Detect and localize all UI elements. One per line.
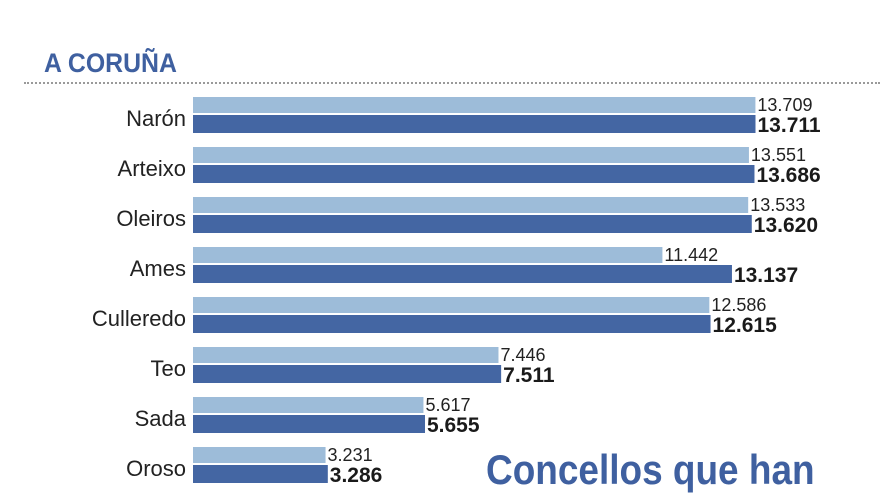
bar-current (193, 365, 502, 383)
value-label-previous: 13.709 (757, 95, 812, 115)
value-label-current: 5.655 (427, 414, 480, 437)
value-label-previous: 12.586 (711, 295, 766, 315)
headline: Concellos que han (486, 446, 815, 493)
category-label: Narón (126, 106, 186, 131)
bar-previous (193, 447, 326, 463)
value-label-current: 13.686 (756, 164, 820, 187)
bar-previous (193, 347, 499, 363)
category-label: Sada (135, 406, 187, 431)
value-label-previous: 3.231 (328, 445, 373, 465)
bar-current (193, 465, 328, 483)
category-label: Arteixo (118, 156, 186, 181)
value-label-previous: 11.442 (664, 245, 718, 265)
bar-current (193, 315, 711, 333)
value-label-current: 7.511 (503, 364, 555, 387)
value-label-current: 13.620 (754, 214, 818, 237)
category-label: Ames (130, 256, 186, 281)
bar-previous (193, 97, 756, 113)
bar-previous (193, 397, 424, 413)
value-label-previous: 13.551 (751, 145, 806, 165)
value-label-current: 13.711 (758, 114, 821, 137)
bar-previous (193, 147, 749, 163)
category-label: Oroso (126, 456, 186, 481)
value-label-previous: 7.446 (500, 345, 545, 365)
bar-current (193, 415, 425, 433)
value-label-current: 3.286 (330, 464, 383, 487)
value-label-current: 12.615 (713, 314, 778, 337)
category-label: Culleredo (92, 306, 186, 331)
bar-previous (193, 247, 663, 263)
bar-current (193, 265, 732, 283)
value-label-previous: 13.533 (750, 195, 805, 215)
category-label: Teo (151, 356, 186, 381)
value-label-previous: 5.617 (425, 395, 470, 415)
bar-current (193, 215, 752, 233)
bar-previous (193, 297, 710, 313)
bar-current (193, 115, 756, 133)
bar-previous (193, 197, 749, 213)
bar-current (193, 165, 755, 183)
value-label-current: 13.137 (734, 264, 798, 287)
category-label: Oleiros (116, 206, 186, 231)
region-title: A CORUÑA (44, 48, 177, 78)
dotted-divider (24, 82, 880, 84)
